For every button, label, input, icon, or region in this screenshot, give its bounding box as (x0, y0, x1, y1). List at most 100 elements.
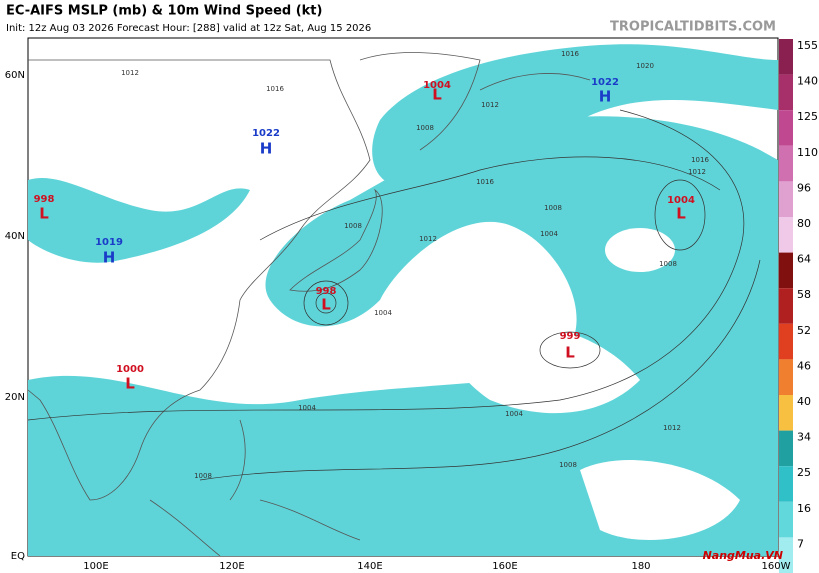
colorbar-label: 34 (797, 431, 811, 444)
colorbar-label: 80 (797, 217, 811, 230)
colorbar-label: 40 (797, 395, 811, 408)
colorbar: 155 140 125 110 96 80 64 58 52 46 40 34 25 16 7 (779, 39, 818, 573)
watermark: NangMua.VN (703, 549, 783, 562)
colorbar-segment (779, 181, 793, 217)
isobar-label: 1020 (636, 62, 654, 70)
isobar-label: 1016 (266, 85, 284, 93)
isobars (27, 109, 761, 481)
center-pressure: 998 (34, 194, 55, 205)
colorbar-label: 155 (797, 39, 818, 52)
colorbar-label: 140 (797, 75, 818, 88)
isobar-label: 1012 (419, 235, 437, 243)
isobar-label: 1012 (663, 424, 681, 432)
isobar-label: 1004 (374, 309, 392, 317)
isobar-label: 1008 (344, 222, 362, 230)
map-area (27, 37, 779, 557)
coastline (289, 188, 383, 292)
coastline (149, 419, 361, 557)
colorbar-label: 96 (797, 181, 811, 194)
colorbar-label: 16 (797, 502, 811, 515)
center-letter: L (676, 205, 686, 223)
coastline (479, 73, 591, 91)
calm-area (605, 228, 675, 272)
colorbar-segment (779, 288, 793, 324)
center-pressure: 999 (560, 331, 581, 342)
colorbar-label: 7 (797, 537, 804, 550)
center-letter: L (39, 205, 49, 223)
center-pressure: 1022 (591, 77, 619, 88)
isobar-label: 1008 (544, 204, 562, 212)
center-pressure: 1022 (252, 128, 280, 139)
isobar (199, 259, 761, 481)
colorbar-label: 125 (797, 110, 818, 123)
center-pressure: 1019 (95, 237, 123, 248)
lat-label: EQ (11, 551, 25, 562)
lon-label: 180 (631, 561, 650, 572)
wind-area (28, 116, 778, 556)
isobar-label: 1008 (559, 461, 577, 469)
title: EC-AIFS MSLP (mb) & 10m Wind Speed (kt) (6, 4, 322, 19)
isobar-label: 1008 (416, 124, 434, 132)
colorbar-segment (779, 39, 793, 75)
calm-area (447, 322, 640, 414)
colorbar-label: 110 (797, 146, 818, 159)
isobar-label: 1004 (298, 404, 316, 412)
colorbar-segment (779, 466, 793, 502)
isobar-label: 1012 (121, 69, 139, 77)
isobar-label: 1012 (481, 101, 499, 109)
isobar-label: 1016 (476, 178, 494, 186)
isobar-label: 1004 (505, 410, 523, 418)
isobar (27, 109, 745, 421)
colorbar-label: 25 (797, 466, 811, 479)
isobar (654, 179, 706, 251)
lon-label: 160E (492, 561, 517, 572)
colorbar-segment (779, 537, 793, 573)
wind-area (28, 177, 250, 263)
lon-label: 160W (762, 561, 791, 572)
center-pressure: 998 (316, 286, 337, 297)
isobar (539, 331, 601, 369)
colorbar-segment (779, 110, 793, 146)
lat-label: 60N (5, 70, 25, 81)
lon-label: 120E (219, 561, 244, 572)
center-letter: L (321, 296, 331, 314)
colorbar-segment (779, 323, 793, 360)
center-letter: H (103, 249, 116, 267)
center-letter: L (565, 344, 575, 362)
colorbar-segment (779, 359, 793, 395)
isobar-label: 1016 (691, 156, 709, 164)
isobar-label: 1016 (561, 50, 579, 58)
credit: TROPICALTIDBITS.COM (610, 20, 776, 35)
colorbar-segment (779, 501, 793, 538)
colorbar-segment (779, 395, 793, 431)
isobar (303, 280, 349, 326)
wind-area (372, 44, 778, 186)
center-letter: H (599, 88, 612, 106)
colorbar-segment (779, 430, 793, 467)
colorbar-segment (779, 145, 793, 182)
isobar-label: 1008 (194, 472, 212, 480)
coastline (27, 59, 371, 501)
lon-label: 140E (357, 561, 382, 572)
center-pressure: 1000 (116, 364, 144, 375)
calm-area (580, 460, 740, 540)
colorbar-label: 58 (797, 288, 811, 301)
lat-label: 20N (5, 392, 25, 403)
colorbar-label: 64 (797, 253, 811, 266)
isobar-label: 1012 (688, 168, 706, 176)
colorbar-segment (779, 217, 793, 253)
center-letter: L (432, 86, 442, 104)
center-letter: L (125, 375, 135, 393)
colorbar-label: 52 (797, 324, 811, 337)
coastlines (27, 52, 591, 557)
center-pressure: 1004 (423, 80, 451, 91)
subtitle: Init: 12z Aug 03 2026 Forecast Hour: [28… (6, 23, 371, 34)
calm-areas (447, 228, 740, 540)
lon-label: 100E (83, 561, 108, 572)
isobar-label: 1008 (659, 260, 677, 268)
colorbar-label: 46 (797, 359, 811, 372)
isobar-label: 1004 (540, 230, 558, 238)
center-letter: H (260, 140, 273, 158)
